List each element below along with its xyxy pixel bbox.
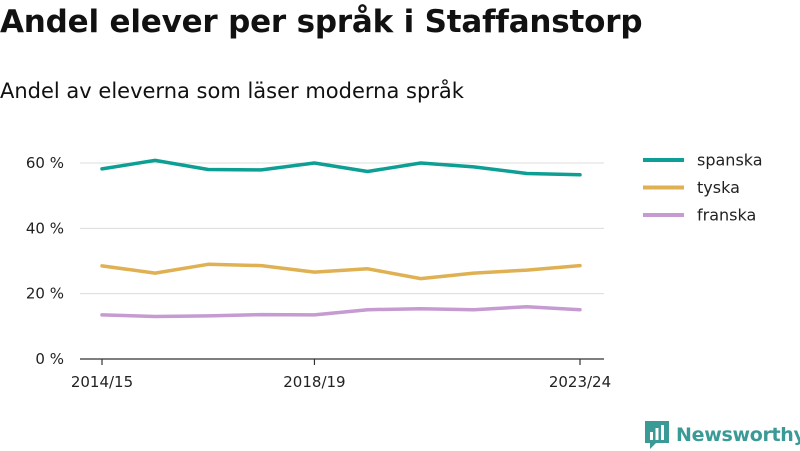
x-axis-tick-labels: 2014/15 2018/19 2023/24 xyxy=(71,373,611,391)
chart-title: Andel elever per språk i Staffanstorp xyxy=(0,4,643,40)
data-series xyxy=(100,158,582,319)
brand-logo: Newsworthy xyxy=(644,419,800,451)
brand-name: Newsworthy xyxy=(676,424,800,446)
legend-item-tyska: tyska xyxy=(643,178,740,197)
y-tick-label: 60 % xyxy=(26,154,64,172)
series-line-franska xyxy=(100,304,582,319)
chart-subtitle: Andel av eleverna som läser moderna språ… xyxy=(0,79,464,103)
legend-item-franska: franska xyxy=(643,206,756,225)
y-tick-label: 0 % xyxy=(35,350,64,368)
x-tick-label: 2018/19 xyxy=(283,373,345,391)
legend-item-spanska: spanska xyxy=(643,151,763,170)
legend-label: franska xyxy=(697,206,756,225)
x-tick-label: 2014/15 xyxy=(71,373,133,391)
series-line-tyska xyxy=(100,262,582,281)
y-axis-tick-labels: 0 % 20 % 40 % 60 % xyxy=(26,154,64,368)
x-tick-label: 2023/24 xyxy=(549,373,611,391)
x-axis xyxy=(80,358,604,365)
y-tick-label: 40 % xyxy=(26,219,64,237)
legend-label: tyska xyxy=(697,178,740,197)
legend-label: spanska xyxy=(697,151,763,170)
newsworthy-logo-icon xyxy=(645,421,669,449)
series-line-spanska xyxy=(100,158,582,177)
y-tick-label: 20 % xyxy=(26,285,64,303)
legend: spanska tyska franska xyxy=(643,151,763,225)
